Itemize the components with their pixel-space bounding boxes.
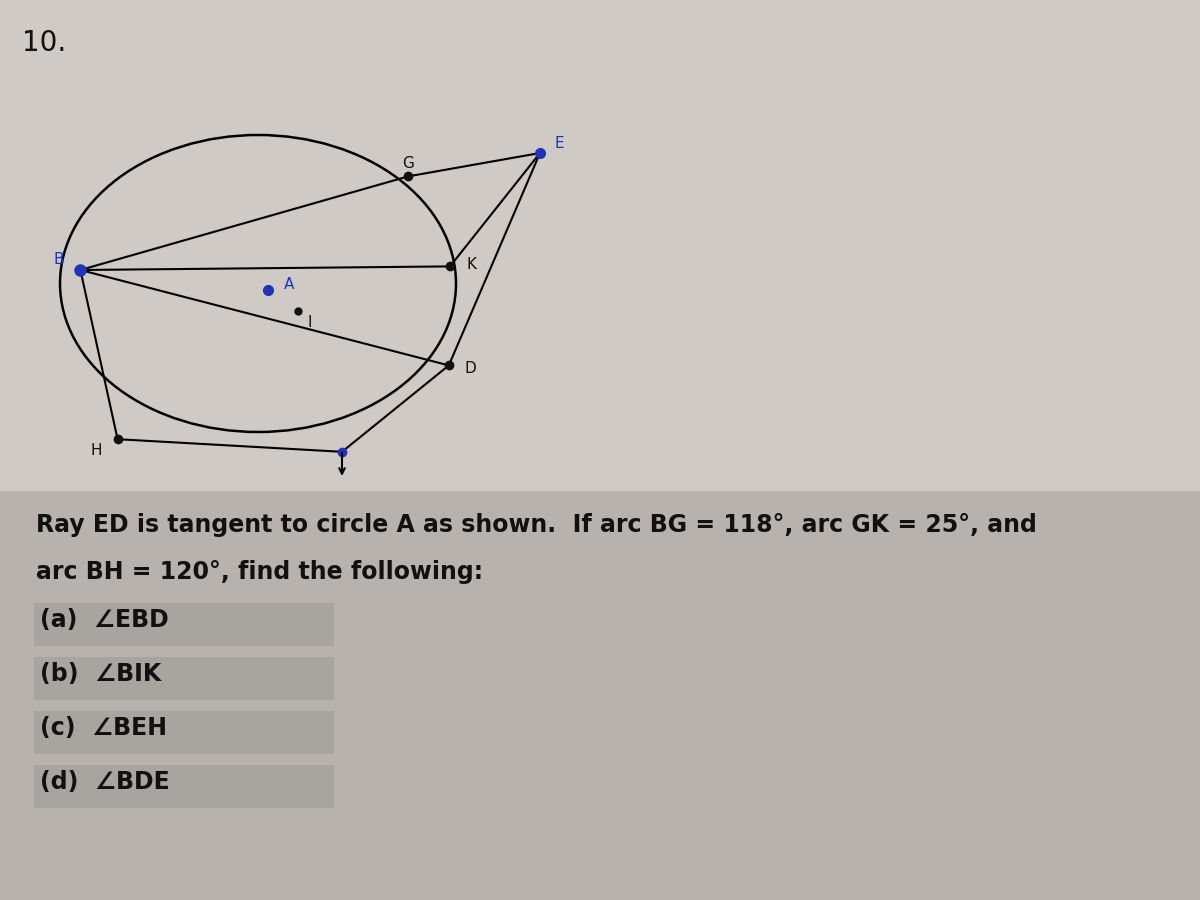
Text: (d)  ∠BDE: (d) ∠BDE xyxy=(40,770,169,795)
Text: 10.: 10. xyxy=(22,29,66,57)
Text: (a)  ∠EBD: (a) ∠EBD xyxy=(40,608,168,633)
Text: B: B xyxy=(54,252,64,266)
Text: G: G xyxy=(402,157,414,171)
Text: Ray ED is tangent to circle A as shown.  If arc BG = 118°, arc GK = 25°, and: Ray ED is tangent to circle A as shown. … xyxy=(36,513,1037,537)
Bar xyxy=(34,711,334,754)
Text: I: I xyxy=(307,315,312,329)
Text: K: K xyxy=(467,257,476,272)
Text: (b)  ∠BIK: (b) ∠BIK xyxy=(40,662,161,687)
Text: (c)  ∠BEH: (c) ∠BEH xyxy=(40,716,167,741)
Bar xyxy=(34,765,334,808)
Text: A: A xyxy=(284,277,294,292)
Text: D: D xyxy=(464,361,476,375)
Text: arc BH = 120°, find the following:: arc BH = 120°, find the following: xyxy=(36,560,484,584)
Bar xyxy=(34,603,334,646)
Bar xyxy=(0,491,1200,900)
Bar xyxy=(34,657,334,700)
Text: E: E xyxy=(554,137,564,151)
Text: H: H xyxy=(90,444,102,458)
